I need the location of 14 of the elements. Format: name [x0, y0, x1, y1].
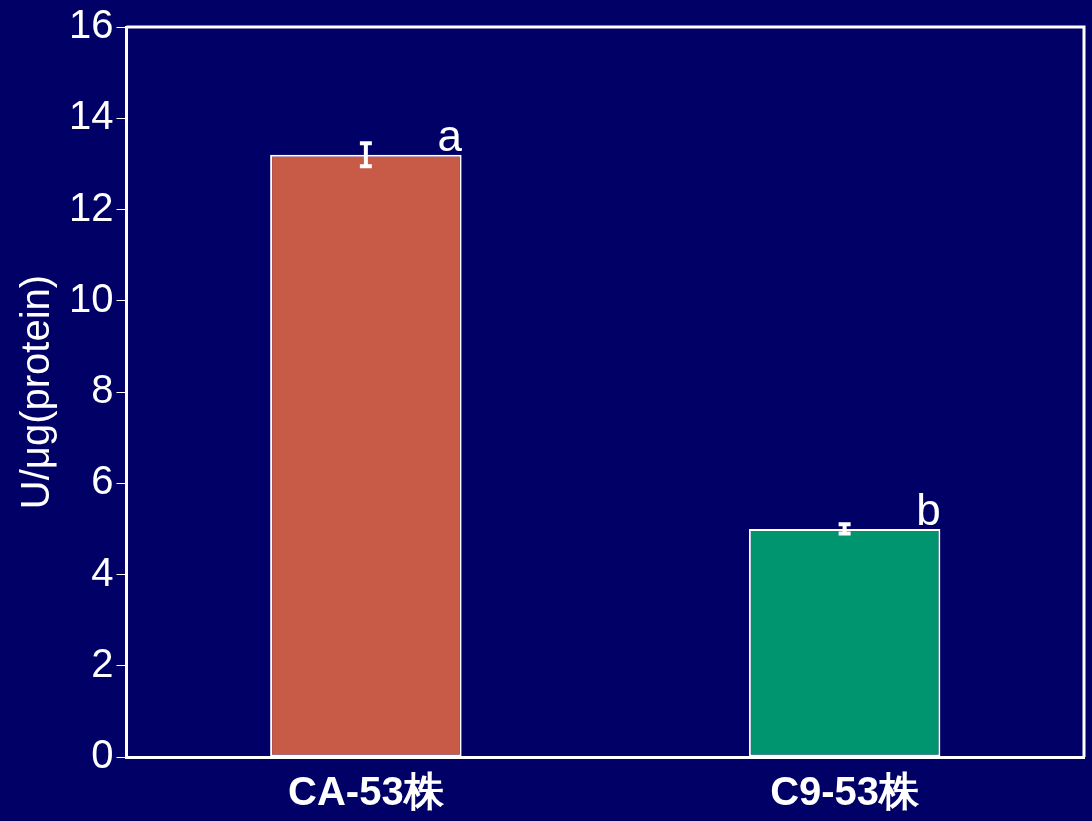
y-tick-label: 0	[91, 732, 114, 777]
y-tick-label: 6	[91, 458, 114, 503]
y-tick-label: 4	[91, 549, 114, 594]
y-tick-label: 8	[91, 367, 114, 412]
y-tick-label: 12	[68, 184, 114, 229]
x-tick-label: CA-53株	[288, 769, 445, 814]
y-tick-label: 2	[91, 640, 114, 685]
annotation: b	[916, 485, 941, 535]
annotation: a	[437, 110, 463, 160]
x-tick-label: C9-53株	[770, 769, 921, 814]
y-tick-label: 14	[68, 93, 114, 138]
y-tick-label: 16	[68, 2, 114, 47]
y-tick-label: 10	[68, 275, 114, 320]
y-axis-title: U/μg(protein)	[13, 274, 58, 510]
